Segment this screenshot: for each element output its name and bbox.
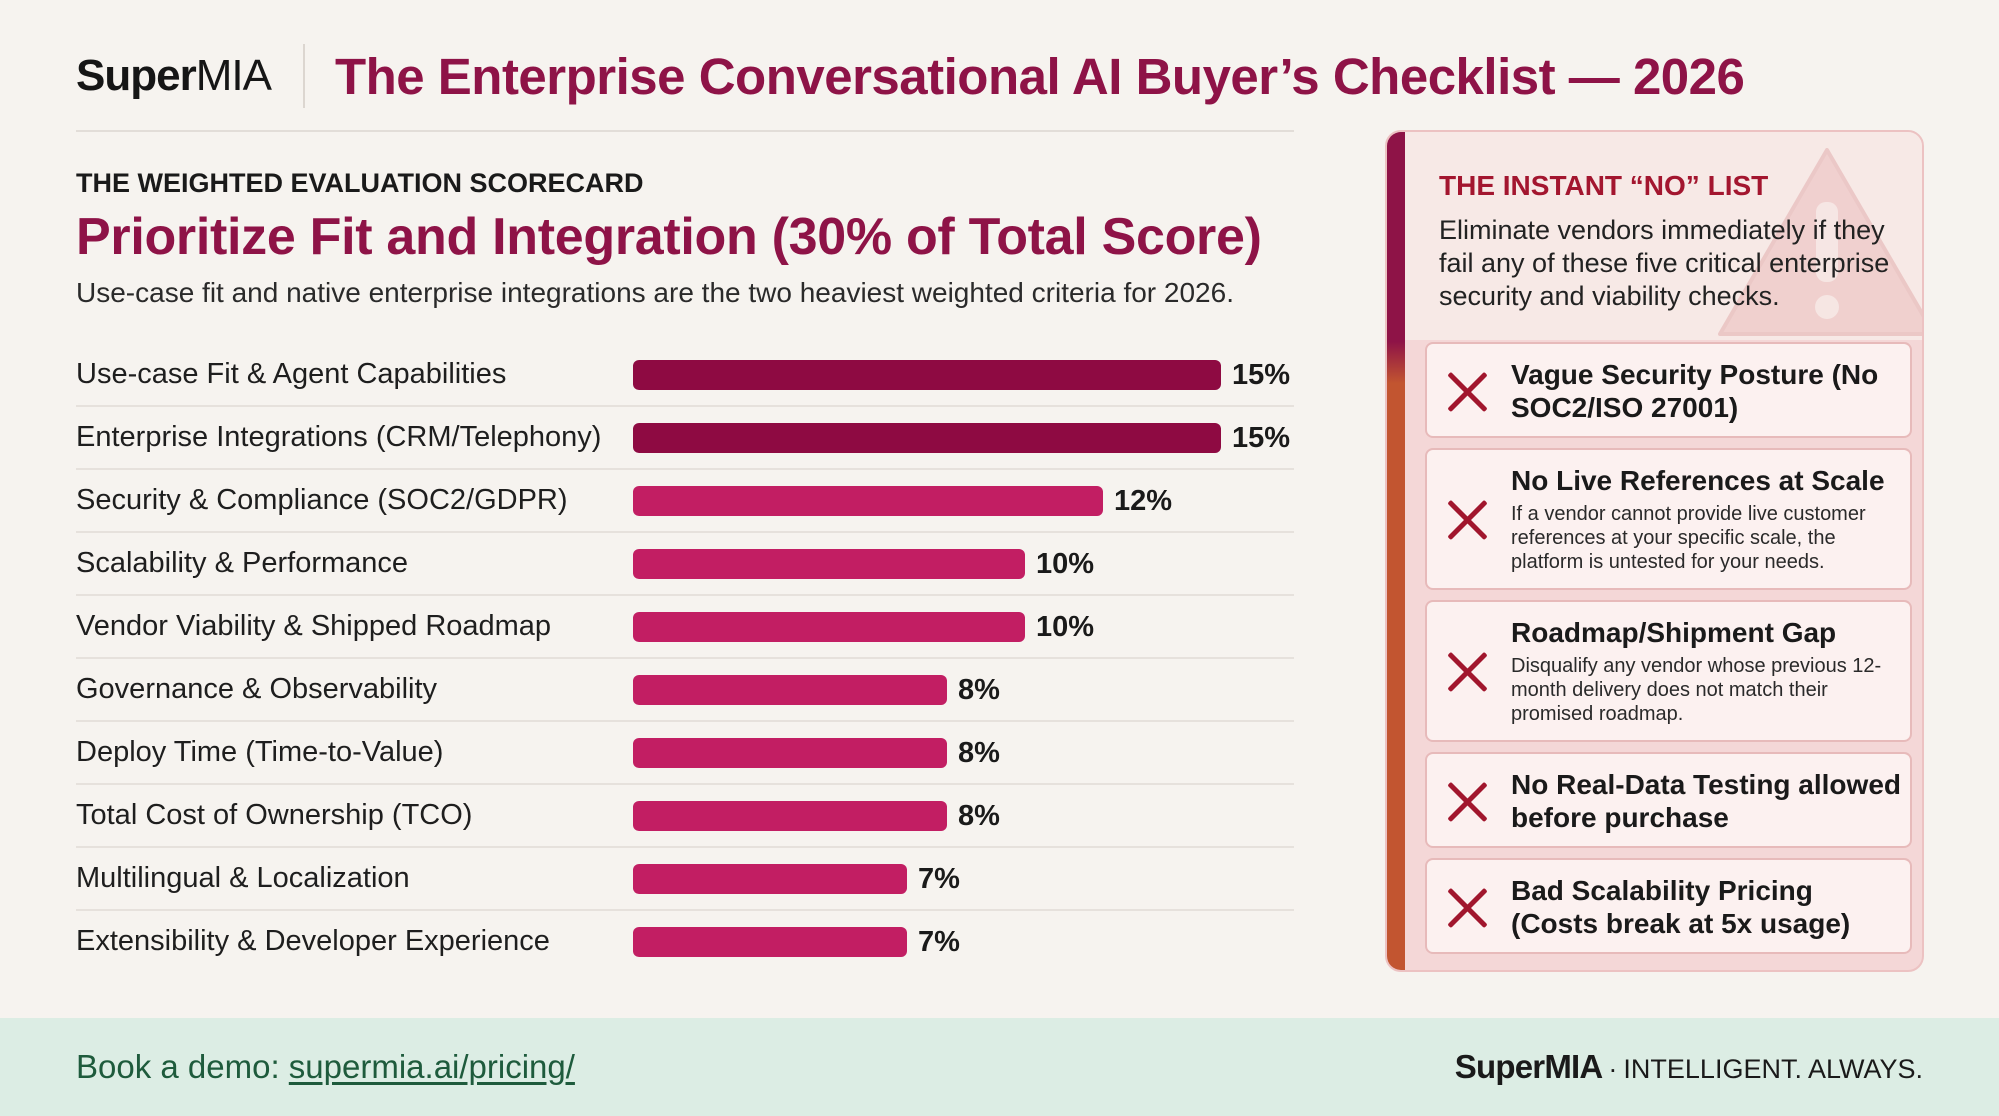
x-icon [1445, 780, 1489, 824]
value-label: 12% [1114, 485, 1173, 517]
x-icon [1445, 886, 1489, 930]
row-divider [76, 405, 1294, 407]
no-item-references: No Live References at Scale If a vendor … [1425, 448, 1912, 590]
chart-row: Use-case Fit & Agent Capabilities 15% [76, 344, 1294, 407]
bar [633, 486, 1103, 516]
footer-separator: · [1608, 1054, 1618, 1084]
no-item-title: No Real-Data Testing allowed before purc… [1511, 769, 1901, 833]
bar [633, 549, 1025, 579]
bar [633, 864, 907, 894]
value-label: 15% [1232, 359, 1291, 391]
chart-row: Governance & Observability 8% [76, 659, 1294, 722]
footer: Book a demo: supermia.ai/pricing/ SuperM… [0, 1018, 1999, 1116]
logo-mia: MIA [195, 51, 272, 100]
cta-text: Book a demo: [76, 1048, 289, 1085]
bar [633, 612, 1025, 642]
category-label: Deploy Time (Time-to-Value) [76, 736, 444, 768]
panel-accent-band [1387, 132, 1405, 970]
no-item-security: Vague Security Posture (No SOC2/ISO 2700… [1425, 342, 1912, 438]
category-label: Scalability & Performance [76, 547, 409, 579]
row-divider [76, 531, 1294, 533]
value-label: 10% [1036, 548, 1095, 580]
bar [633, 360, 1221, 390]
pricing-link[interactable]: supermia.ai/pricing/ [288, 1048, 575, 1085]
row-divider [76, 783, 1294, 785]
bar [633, 675, 947, 705]
bar [633, 801, 947, 831]
scorecard-header: THE WEIGHTED EVALUATION SCORECARD Priori… [76, 168, 1296, 309]
chart-row: Enterprise Integrations (CRM/Telephony) 1… [76, 407, 1294, 470]
footer-cta: Book a demo: supermia.ai/pricing/ [76, 1048, 575, 1086]
category-label: Total Cost of Ownership (TCO) [76, 799, 473, 831]
no-item-pricing: Bad Scalability Pricing (Costs break at … [1425, 858, 1912, 954]
header-rule [76, 130, 1294, 132]
bar [633, 927, 907, 957]
scorecard-eyebrow: THE WEIGHTED EVALUATION SCORECARD [76, 168, 644, 198]
no-list-description: Eliminate vendors immediately if they fa… [1439, 215, 1890, 311]
x-icon [1445, 650, 1489, 694]
value-label: 10% [1036, 611, 1095, 643]
x-icon [1445, 498, 1489, 542]
value-label: 7% [918, 863, 960, 895]
value-label: 8% [958, 800, 1000, 832]
chart-row: Vendor Viability & Shipped Roadmap 10% [76, 596, 1294, 659]
logo[interactable]: SuperMIA [76, 51, 272, 101]
footer-logo[interactable]: SuperMIA [1455, 1048, 1603, 1085]
scorecard-subtitle: Prioritize Fit and Integration (30% of T… [76, 208, 1262, 266]
panel-header-area [1405, 132, 1922, 340]
category-label: Use-case Fit & Agent Capabilities [76, 358, 507, 390]
no-item-desc: If a vendor cannot provide live customer… [1511, 503, 1866, 573]
page-title: The Enterprise Conversational AI Buyer’s… [334, 47, 1745, 105]
category-label: Extensibility & Developer Experience [76, 925, 550, 957]
no-item-title: No Live References at Scale [1511, 465, 1885, 496]
header-divider [302, 44, 305, 108]
row-divider [76, 468, 1294, 470]
row-divider [76, 657, 1294, 659]
row-divider [76, 594, 1294, 596]
footer-tagline: INTELLIGENT. ALWAYS. [1623, 1054, 1923, 1084]
chart-row: Total Cost of Ownership (TCO) 8% [76, 785, 1294, 848]
no-item-title: Roadmap/Shipment Gap [1511, 617, 1837, 648]
category-label: Governance & Observability [76, 673, 438, 705]
bar [633, 423, 1221, 453]
header: SuperMIA The Enterprise Conversational A… [76, 24, 1956, 128]
no-item-roadmap: Roadmap/Shipment Gap Disqualify any vend… [1425, 600, 1912, 742]
footer-brand: SuperMIA · INTELLIGENT. ALWAYS. [1455, 1048, 1923, 1086]
footer-logo-super: Super [1454, 1048, 1545, 1085]
value-label: 7% [918, 926, 960, 958]
chart-row: Extensibility & Developer Experience 7% [76, 911, 1294, 974]
chart-row: Multilingual & Localization 7% [76, 848, 1294, 911]
chart-row: Scalability & Performance 10% [76, 533, 1294, 596]
value-label: 8% [958, 674, 1000, 706]
category-label: Enterprise Integrations (CRM/Telephony) [76, 421, 602, 453]
no-item-testing: No Real-Data Testing allowed before purc… [1425, 752, 1912, 848]
no-item-desc: Disqualify any vendor whose previous 12-… [1511, 655, 1882, 725]
category-label: Vendor Viability & Shipped Roadmap [76, 610, 552, 642]
value-label: 8% [958, 737, 1000, 769]
value-label: 15% [1232, 422, 1291, 454]
scorecard-description: Use-case fit and native enterprise integ… [76, 277, 1234, 308]
no-item-title: Bad Scalability Pricing (Costs break at … [1511, 875, 1851, 939]
x-icon [1445, 370, 1489, 414]
no-list-title: THE INSTANT “NO” LIST [1439, 170, 1769, 201]
chart-row: Security & Compliance (SOC2/GDPR) 12% [76, 470, 1294, 533]
footer-logo-mia: MIA [1544, 1048, 1603, 1085]
bar [633, 738, 947, 768]
row-divider [76, 909, 1294, 911]
logo-super: Super [76, 51, 197, 100]
no-item-title: Vague Security Posture (No SOC2/ISO 2700… [1511, 359, 1879, 423]
chart-row: Deploy Time (Time-to-Value) 8% [76, 722, 1294, 785]
warning-triangle-icon [1718, 148, 1922, 336]
row-divider [76, 846, 1294, 848]
category-label: Multilingual & Localization [76, 862, 410, 894]
row-divider [76, 720, 1294, 722]
instant-no-panel: THE INSTANT “NO” LIST Eliminate vendors … [1385, 130, 1924, 972]
category-label: Security & Compliance (SOC2/GDPR) [76, 484, 568, 516]
weighted-scorecard-chart: Use-case Fit & Agent Capabilities 15% Ente… [76, 344, 1294, 958]
